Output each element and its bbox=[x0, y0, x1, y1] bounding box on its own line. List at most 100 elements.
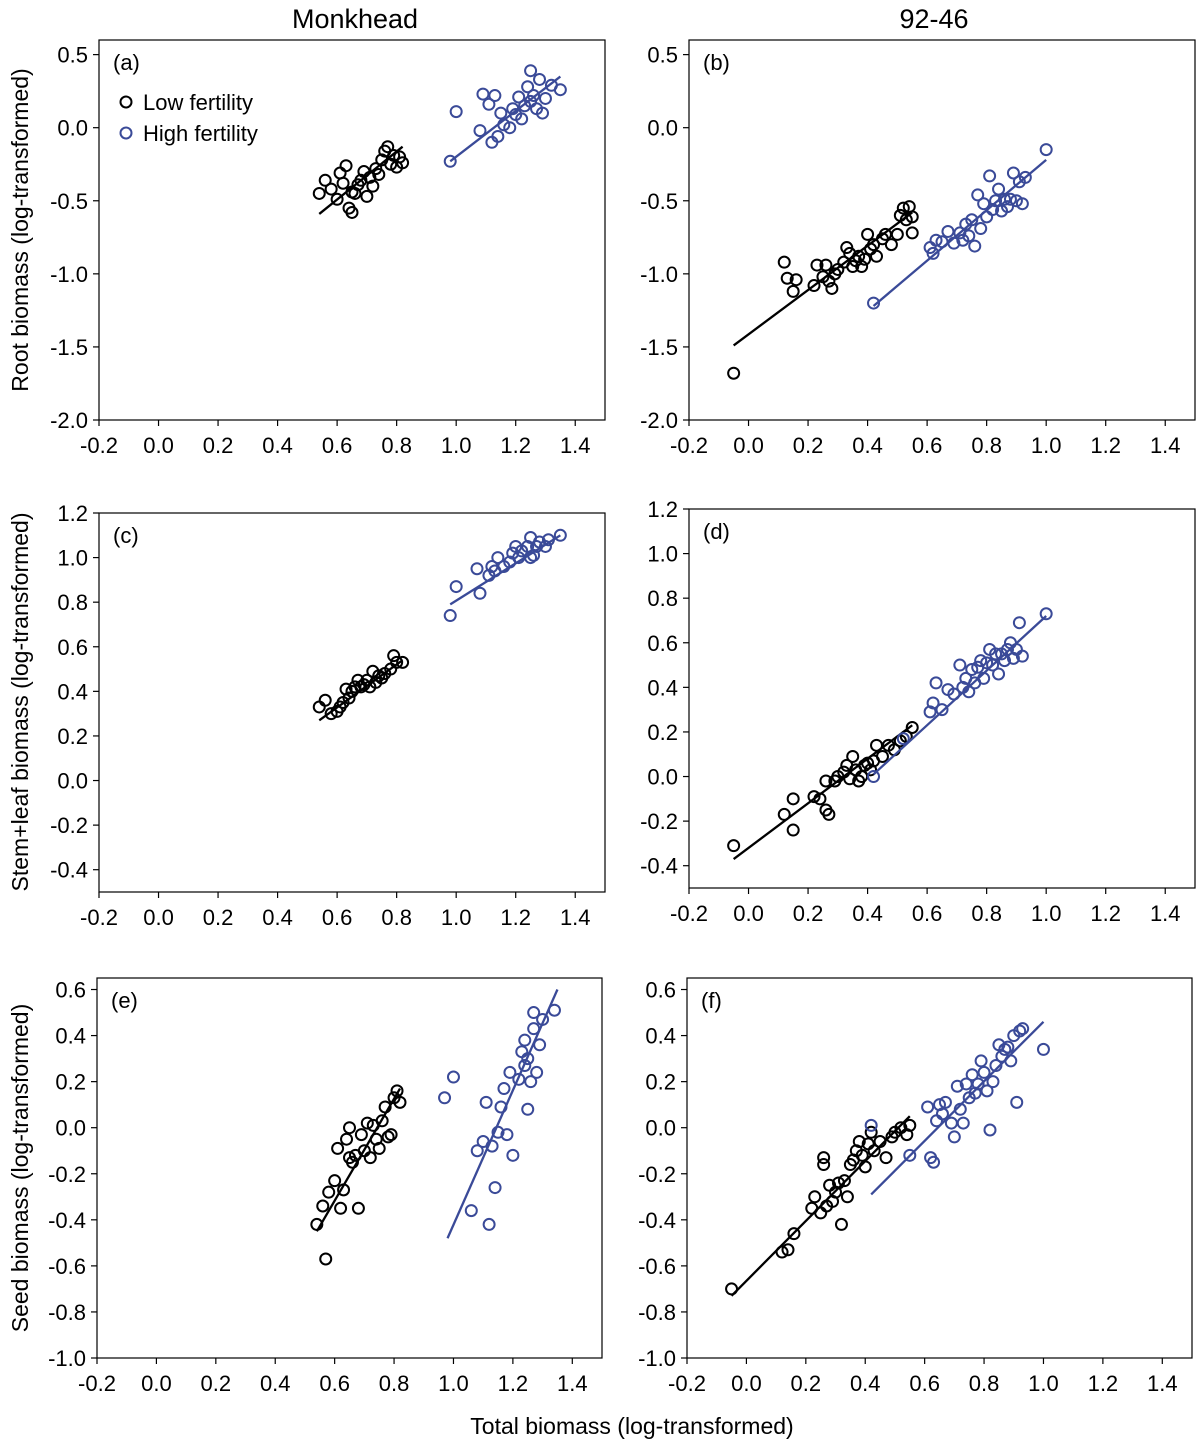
point-low-fertility bbox=[348, 680, 362, 694]
point-high-fertility bbox=[1006, 166, 1020, 180]
point-low-fertility bbox=[375, 1114, 389, 1128]
point-low-fertility bbox=[825, 281, 839, 295]
point-low-fertility bbox=[343, 1121, 356, 1135]
legend-label-high: High fertility bbox=[143, 121, 258, 146]
panels: (a) -0.2 0.0 0.2 0.4 0.6 0.8 1.0 1.2 1.4 0.5 0.0 -0.… bbox=[48, 39, 1196, 1396]
x-tick-label: 0.4 bbox=[852, 901, 883, 926]
x-tick-label: 1.0 bbox=[441, 905, 472, 930]
point-high-fertility bbox=[521, 1102, 535, 1116]
x-tick-label: 0.2 bbox=[793, 901, 824, 926]
point-high-fertility bbox=[494, 106, 508, 120]
y-tick-label: 0.6 bbox=[645, 978, 676, 1003]
point-high-fertility bbox=[926, 696, 940, 710]
point-low-fertility bbox=[390, 1084, 404, 1098]
point-low-fertility bbox=[786, 792, 800, 806]
point-high-fertility bbox=[980, 656, 994, 670]
point-low-fertility bbox=[808, 1190, 822, 1204]
x-tick-label: 0.8 bbox=[379, 1371, 410, 1396]
column-title-92-46: 92-46 bbox=[899, 4, 968, 34]
plot-frame bbox=[686, 977, 1193, 1359]
y-tick-label: 0.4 bbox=[55, 1024, 86, 1049]
panel-1: (a) -0.2 0.0 0.2 0.4 0.6 0.8 1.0 1.2 1.4 0.5 0.0 -0.… bbox=[50, 39, 606, 458]
x-tick-label: 0.0 bbox=[143, 433, 174, 458]
point-low-fertility bbox=[846, 749, 860, 763]
point-low-fertility bbox=[384, 1128, 398, 1142]
point-high-fertility bbox=[989, 647, 1003, 661]
point-low-fertility bbox=[884, 238, 898, 252]
point-low-fertility bbox=[342, 691, 356, 705]
y-tick-label: -0.2 bbox=[638, 1162, 676, 1187]
y-tick-label: 0.0 bbox=[647, 116, 678, 141]
point-high-fertility bbox=[1000, 200, 1014, 214]
x-tick-label: 0.8 bbox=[381, 433, 412, 458]
y-tick-label: 0.2 bbox=[55, 1070, 86, 1095]
point-low-fertility bbox=[330, 192, 344, 206]
x-tick-label: 0.0 bbox=[733, 901, 764, 926]
x-tick-label: 0.8 bbox=[971, 433, 1002, 458]
point-high-fertility bbox=[965, 663, 979, 677]
point-low-fertility bbox=[870, 249, 884, 263]
point-high-fertility bbox=[935, 1107, 949, 1121]
point-low-fertility bbox=[867, 1144, 881, 1158]
x-tick-label: 0.2 bbox=[201, 1371, 232, 1396]
y-tick-label: -0.5 bbox=[50, 189, 88, 214]
point-low-fertility bbox=[390, 655, 404, 669]
point-high-fertility bbox=[977, 197, 991, 211]
point-high-fertility bbox=[464, 1204, 478, 1218]
fit-line-high-fertility bbox=[446, 989, 559, 1239]
point-high-fertility bbox=[1039, 607, 1053, 621]
x-tick-label: -0.2 bbox=[80, 433, 118, 458]
point-high-fertility bbox=[929, 676, 943, 690]
x-tick-label: 0.4 bbox=[262, 905, 293, 930]
point-low-fertility bbox=[328, 1174, 342, 1188]
point-low-fertility bbox=[360, 189, 374, 203]
plot-frame bbox=[688, 39, 1196, 421]
point-high-fertility bbox=[491, 129, 505, 143]
panel-label: (f) bbox=[701, 988, 722, 1013]
y-tick-label: 0.4 bbox=[647, 675, 678, 700]
x-tick-label: 0.6 bbox=[319, 1371, 350, 1396]
point-high-fertility bbox=[521, 1052, 535, 1066]
point-low-fertility bbox=[345, 205, 359, 219]
fit-line-high-fertility bbox=[872, 615, 1047, 776]
point-high-fertility bbox=[971, 1077, 985, 1091]
point-high-fertility bbox=[518, 1033, 532, 1047]
point-high-fertility bbox=[968, 239, 982, 253]
y-tick-label: 1.0 bbox=[57, 546, 88, 571]
point-high-fertility bbox=[992, 182, 1006, 196]
x-tick-label: 0.4 bbox=[850, 1371, 881, 1396]
y-tick-label: 0.4 bbox=[57, 679, 88, 704]
point-high-fertility bbox=[535, 106, 549, 120]
point-high-fertility bbox=[524, 1075, 538, 1089]
plot-frame bbox=[688, 508, 1196, 889]
point-low-fertility bbox=[396, 156, 410, 170]
y-tick-label: 0.2 bbox=[647, 720, 678, 745]
y-tick-label: -0.4 bbox=[640, 854, 678, 879]
y-tick-label: -0.6 bbox=[638, 1254, 676, 1279]
point-high-fertility bbox=[521, 80, 535, 94]
point-high-fertility bbox=[962, 229, 976, 243]
point-high-fertility bbox=[518, 1059, 532, 1073]
point-high-fertility bbox=[989, 194, 1003, 208]
point-high-fertility bbox=[938, 1095, 952, 1109]
point-high-fertility bbox=[1039, 143, 1053, 157]
point-high-fertility bbox=[473, 586, 487, 600]
fit-line-low-fertility bbox=[318, 659, 404, 722]
point-low-fertility bbox=[322, 1185, 336, 1199]
legend: Low fertility High fertility bbox=[119, 90, 258, 146]
point-high-fertility bbox=[482, 1217, 496, 1231]
point-high-fertility bbox=[983, 1123, 997, 1137]
point-low-fertility bbox=[819, 258, 833, 272]
point-high-fertility bbox=[1013, 1024, 1027, 1038]
point-low-fertility bbox=[339, 159, 353, 173]
x-tick-label: 0.0 bbox=[141, 1371, 172, 1396]
point-high-fertility bbox=[512, 90, 526, 104]
point-high-fertility bbox=[503, 121, 517, 135]
x-tick-label: -0.2 bbox=[668, 1371, 706, 1396]
panel-5: (e) -0.2 0.0 0.2 0.4 0.6 0.8 1.0 1.2 1.4 0.6 0.4 0.2… bbox=[48, 977, 603, 1396]
y-tick-label: 0.6 bbox=[55, 978, 86, 1003]
x-tick-label: 1.2 bbox=[498, 1371, 529, 1396]
y-tick-label: 0.5 bbox=[647, 43, 678, 68]
x-tick-label: 1.0 bbox=[438, 1371, 469, 1396]
y-tick-label: -2.0 bbox=[640, 408, 678, 433]
